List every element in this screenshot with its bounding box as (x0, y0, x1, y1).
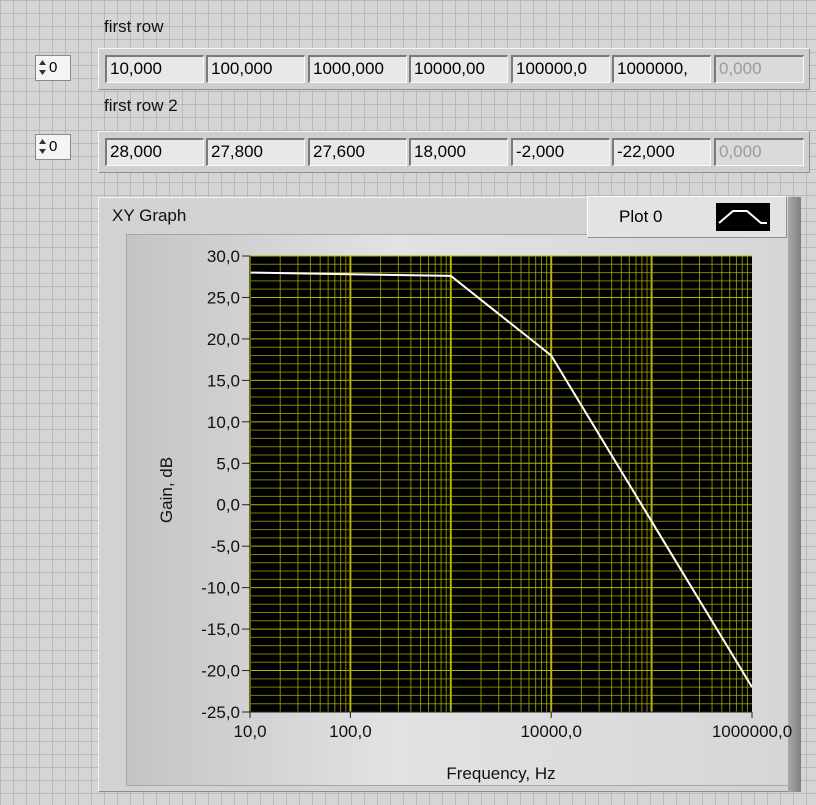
xy-graph-frame (126, 234, 792, 786)
array1-cell-0[interactable]: 10,000 (105, 55, 204, 83)
array1-frame: 10,000 100,000 1000,000 10000,00 100000,… (98, 48, 810, 90)
array2-cell-5[interactable]: -22,000 (612, 138, 711, 166)
xy-graph-title: XY Graph (112, 206, 187, 225)
array2-index-value[interactable]: 0 (49, 138, 58, 155)
array2-cell-1[interactable]: 27,800 (206, 138, 305, 166)
array2-cell-6: 0,000 (714, 138, 804, 166)
array2-cell-0[interactable]: 28,000 (105, 138, 204, 166)
legend-plot-name: Plot 0 (619, 207, 663, 226)
array2-cell-4[interactable]: -2,000 (511, 138, 610, 166)
array2-frame: 28,000 27,800 27,600 18,000 -2,000 -22,0… (98, 131, 810, 173)
array1-cell-5[interactable]: 1000000, (612, 55, 711, 83)
xy-graph-bevel (788, 197, 801, 792)
array1-index-value[interactable]: 0 (49, 59, 58, 76)
array1-cell-6: 0,000 (714, 55, 804, 83)
array1-cell-1[interactable]: 100,000 (206, 55, 305, 83)
array1-cell-4[interactable]: 100000,0 (511, 55, 610, 83)
array2-cell-3[interactable]: 18,000 (409, 138, 508, 166)
plot-line-style-icon[interactable] (716, 203, 770, 231)
array2-label: first row 2 (104, 96, 178, 115)
plot-legend[interactable]: Plot 0 (587, 196, 787, 238)
updown-arrows-icon[interactable] (38, 138, 47, 156)
array2-index-control[interactable]: 0 (35, 134, 71, 160)
updown-arrows-icon[interactable] (38, 59, 47, 77)
array2-cell-2[interactable]: 27,600 (308, 138, 407, 166)
array1-cell-2[interactable]: 1000,000 (308, 55, 407, 83)
array1-label: first row (104, 17, 164, 36)
array1-index-control[interactable]: 0 (35, 55, 71, 81)
array1-cell-3[interactable]: 10000,00 (409, 55, 508, 83)
